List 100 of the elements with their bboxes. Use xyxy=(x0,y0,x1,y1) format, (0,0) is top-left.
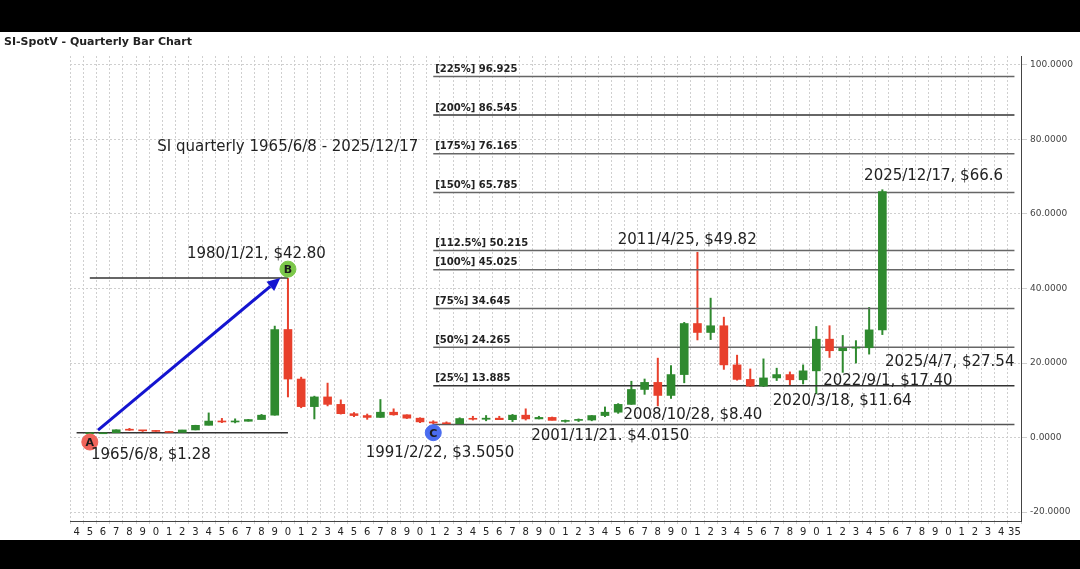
x-tick-label: 6 xyxy=(628,525,635,537)
series-label: [75%] 34.645 xyxy=(435,295,511,307)
x-tick-label: 8 xyxy=(786,525,794,537)
x-tick-label: 2 xyxy=(179,525,186,537)
series-label: [200%] 86.545 xyxy=(435,101,518,113)
series-label: [100%] 45.025 xyxy=(435,256,518,268)
x-tick-label: 0 xyxy=(681,525,688,537)
candlestick xyxy=(706,296,715,341)
y-tick-label: 60.0000 xyxy=(1030,208,1068,219)
x-tick-label: 4 xyxy=(733,525,741,537)
x-tick-label: 7 xyxy=(773,525,780,537)
x-tick-label: 8 xyxy=(126,525,133,537)
x-tick-label: 0 xyxy=(548,525,556,537)
x-tick-label: 6 xyxy=(496,525,503,537)
y-tick-label: 20.0000 xyxy=(1030,357,1068,368)
x-tick-label: 1 xyxy=(165,525,173,537)
data-label: C xyxy=(429,426,438,440)
candlestick xyxy=(759,357,768,388)
x-tick-label: 4 xyxy=(73,525,80,537)
x-tick-label: 0 xyxy=(284,525,292,537)
candlestick xyxy=(323,381,332,408)
series-label: [175%] 76.165 xyxy=(435,140,518,152)
x-tick-label: 3 xyxy=(192,525,199,537)
annotation: 2025/4/7, $27.54 xyxy=(885,351,1015,370)
x-tick-label: 4 xyxy=(601,525,609,537)
x-tick-label: 35 xyxy=(1008,525,1021,537)
x-tick-label: 4 xyxy=(998,525,1005,537)
x-tick-label: 4 xyxy=(205,525,212,537)
x-tick-label: 5 xyxy=(879,525,886,537)
x-tick-label: 7 xyxy=(377,525,384,537)
x-tick-label: 1 xyxy=(430,525,437,537)
series-label: [112.5%] 50.215 xyxy=(435,237,529,249)
y-tick-label: 40.0000 xyxy=(1030,282,1068,293)
x-tick-label: 8 xyxy=(390,525,397,537)
x-tick-label: 9 xyxy=(403,525,411,537)
x-tick-label: 2 xyxy=(443,525,450,537)
y-tick-label: 100.0000 xyxy=(1030,59,1074,70)
x-tick-label: 2 xyxy=(839,525,846,537)
x-tick-label: 7 xyxy=(245,525,252,537)
x-tick-label: 4 xyxy=(865,525,873,537)
candlestick xyxy=(653,356,663,408)
x-tick-label: 7 xyxy=(509,525,516,537)
text: SI quarterly 1965/6/8 - 2025/12/17 xyxy=(157,137,419,156)
y-tick-label: 0.0000 xyxy=(1030,431,1062,442)
x-tick-label: 1 xyxy=(694,525,701,537)
chart-title: SI-SpotV - Quarterly Bar Chart xyxy=(4,35,192,48)
x-tick-label: 5 xyxy=(747,525,754,537)
candlestick xyxy=(693,250,702,342)
x-tick-label: 7 xyxy=(905,525,912,537)
y-tick-label: 80.0000 xyxy=(1030,133,1068,144)
x-tick-label: 0 xyxy=(416,525,424,537)
x-tick-label: 8 xyxy=(258,525,265,537)
x-tick-label: 2 xyxy=(575,525,582,537)
x-tick-label: 8 xyxy=(918,525,926,537)
x-tick-label: 6 xyxy=(231,525,239,537)
series-label: [225%] 96.925 xyxy=(435,62,518,74)
x-tick-label: 9 xyxy=(932,525,939,537)
x-tick-label: 8 xyxy=(522,525,529,537)
x-tick-label: 9 xyxy=(535,525,543,537)
candlestick xyxy=(666,364,676,400)
x-tick-label: 0 xyxy=(945,525,952,537)
x-tick-label: 2 xyxy=(707,525,714,537)
x-tick-label: 5 xyxy=(86,525,93,537)
annotation: 2011/4/25, $49.82 xyxy=(617,230,757,249)
data-label: B xyxy=(283,262,293,276)
annotation: 2001/11/21. $4.0150 xyxy=(531,425,690,444)
x-tick-label: 3 xyxy=(324,525,331,537)
candlestick xyxy=(732,353,742,382)
annotation: 2020/3/18, $11.64 xyxy=(772,391,912,410)
x-tick-label: 1 xyxy=(562,525,569,537)
x-tick-label: 0 xyxy=(152,525,160,537)
x-tick-label: 4 xyxy=(469,525,477,537)
x-tick-label: 6 xyxy=(364,525,371,537)
annotation: 1980/1/21, $42.80 xyxy=(186,244,326,263)
annotation: 2022/9/1, $17.40 xyxy=(823,370,953,389)
series-label: [50%] 24.265 xyxy=(435,333,511,345)
x-tick-label: 1 xyxy=(958,525,965,537)
x-tick-label: 7 xyxy=(113,525,120,537)
x-tick-label: 4 xyxy=(337,525,344,537)
x-tick-label: 5 xyxy=(218,525,226,537)
annotation: 1991/2/22, $3.5050 xyxy=(365,442,515,461)
x-tick-label: 3 xyxy=(720,525,728,537)
x-tick-label: 6 xyxy=(892,525,899,537)
x-tick-label: 9 xyxy=(799,525,807,537)
x-tick-label: 5 xyxy=(350,525,358,537)
x-tick-label: 6 xyxy=(760,525,767,537)
x-tick-label: 3 xyxy=(852,525,860,537)
annotation: 1965/6/8, $1.28 xyxy=(90,445,211,464)
candlestick xyxy=(627,379,636,406)
x-tick-label: 2 xyxy=(971,525,979,537)
candlestick xyxy=(310,394,319,421)
x-tick-label: 2 xyxy=(311,525,318,537)
x-tick-label: 3 xyxy=(984,525,992,537)
x-tick-label: 6 xyxy=(99,525,107,537)
x-tick-label: 3 xyxy=(588,525,595,537)
x-tick-label: 1 xyxy=(297,525,305,537)
x-tick-label: 9 xyxy=(667,525,675,537)
candlestick xyxy=(376,398,385,419)
y-tick-label: -20.0000 xyxy=(1030,506,1071,517)
annotation: 2008/10/28, $8.40 xyxy=(623,405,763,424)
